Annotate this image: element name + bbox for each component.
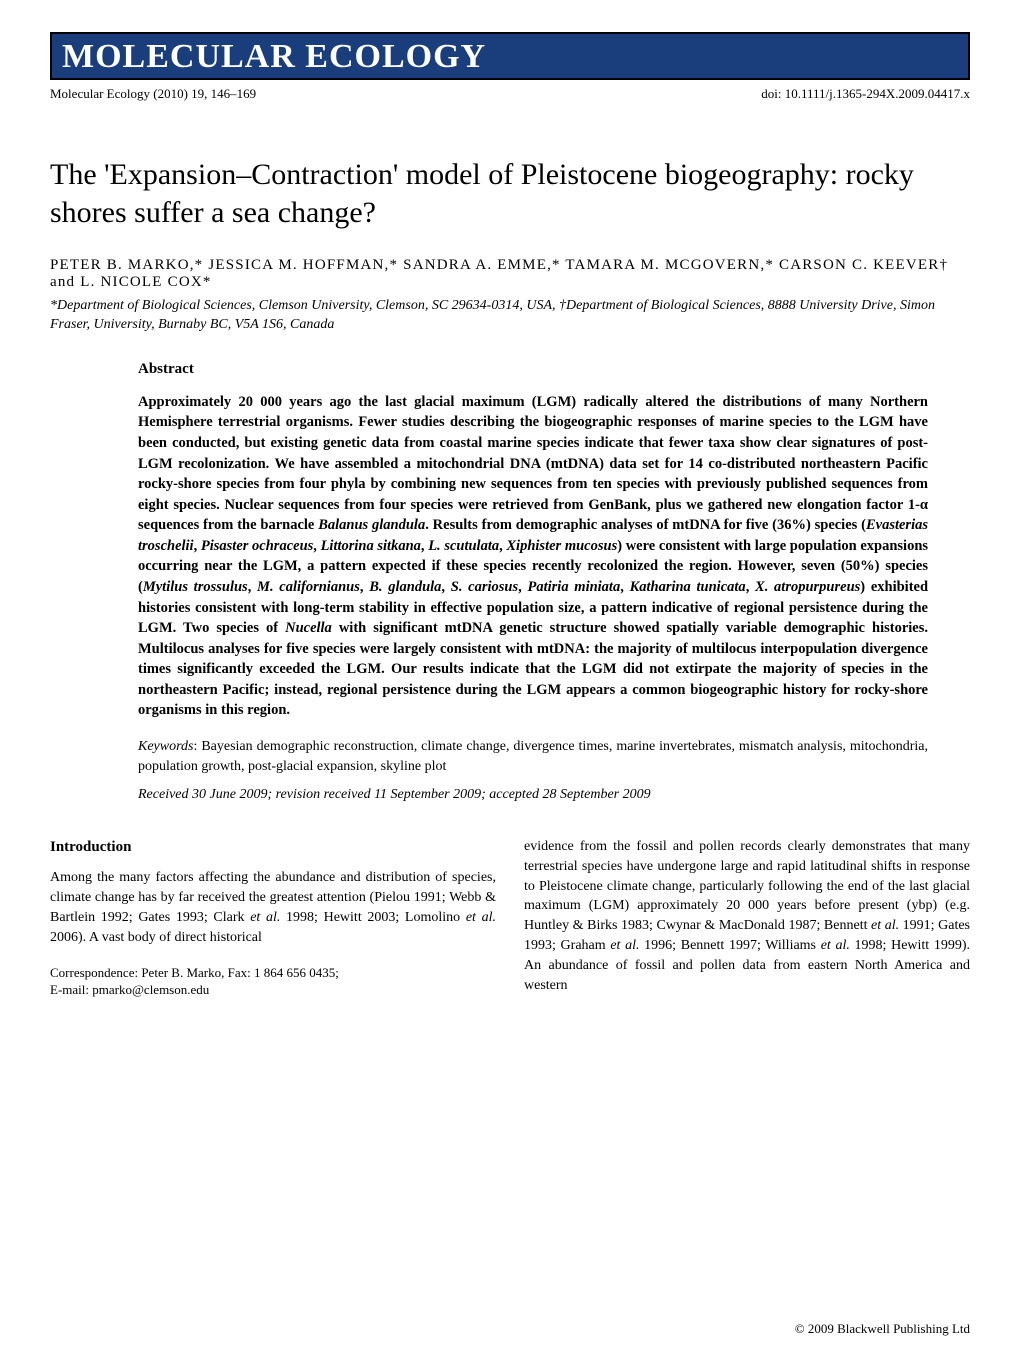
journal-doi: doi: 10.1111/j.1365-294X.2009.04417.x bbox=[761, 86, 970, 102]
intro-right-text: evidence from the fossil and pollen reco… bbox=[524, 837, 970, 996]
right-column: evidence from the fossil and pollen reco… bbox=[524, 837, 970, 999]
article-title: The 'Expansion–Contraction' model of Ple… bbox=[50, 156, 970, 231]
abstract-text: Approximately 20 000 years ago the last … bbox=[138, 392, 928, 721]
correspondence: Correspondence: Peter B. Marko, Fax: 1 8… bbox=[50, 964, 496, 999]
received-dates: Received 30 June 2009; revision received… bbox=[138, 787, 928, 803]
abstract-heading: Abstract bbox=[138, 361, 928, 378]
introduction-heading: Introduction bbox=[50, 837, 496, 858]
copyright: © 2009 Blackwell Publishing Ltd bbox=[795, 1321, 970, 1337]
keywords: Keywords: Bayesian demographic reconstru… bbox=[138, 737, 928, 777]
left-column: Introduction Among the many factors affe… bbox=[50, 837, 496, 999]
intro-left-text: Among the many factors affecting the abu… bbox=[50, 868, 496, 948]
journal-title: MOLECULAR ECOLOGY bbox=[62, 38, 958, 76]
journal-citation: Molecular Ecology (2010) 19, 146–169 bbox=[50, 86, 256, 102]
body-columns: Introduction Among the many factors affe… bbox=[50, 837, 970, 999]
affiliations: *Department of Biological Sciences, Clem… bbox=[50, 297, 970, 335]
meta-row: Molecular Ecology (2010) 19, 146–169 doi… bbox=[50, 86, 970, 102]
abstract-block: Abstract Approximately 20 000 years ago … bbox=[138, 361, 928, 803]
author-list: PETER B. MARKO,* JESSICA M. HOFFMAN,* SA… bbox=[50, 257, 970, 291]
journal-banner: MOLECULAR ECOLOGY bbox=[50, 32, 970, 80]
